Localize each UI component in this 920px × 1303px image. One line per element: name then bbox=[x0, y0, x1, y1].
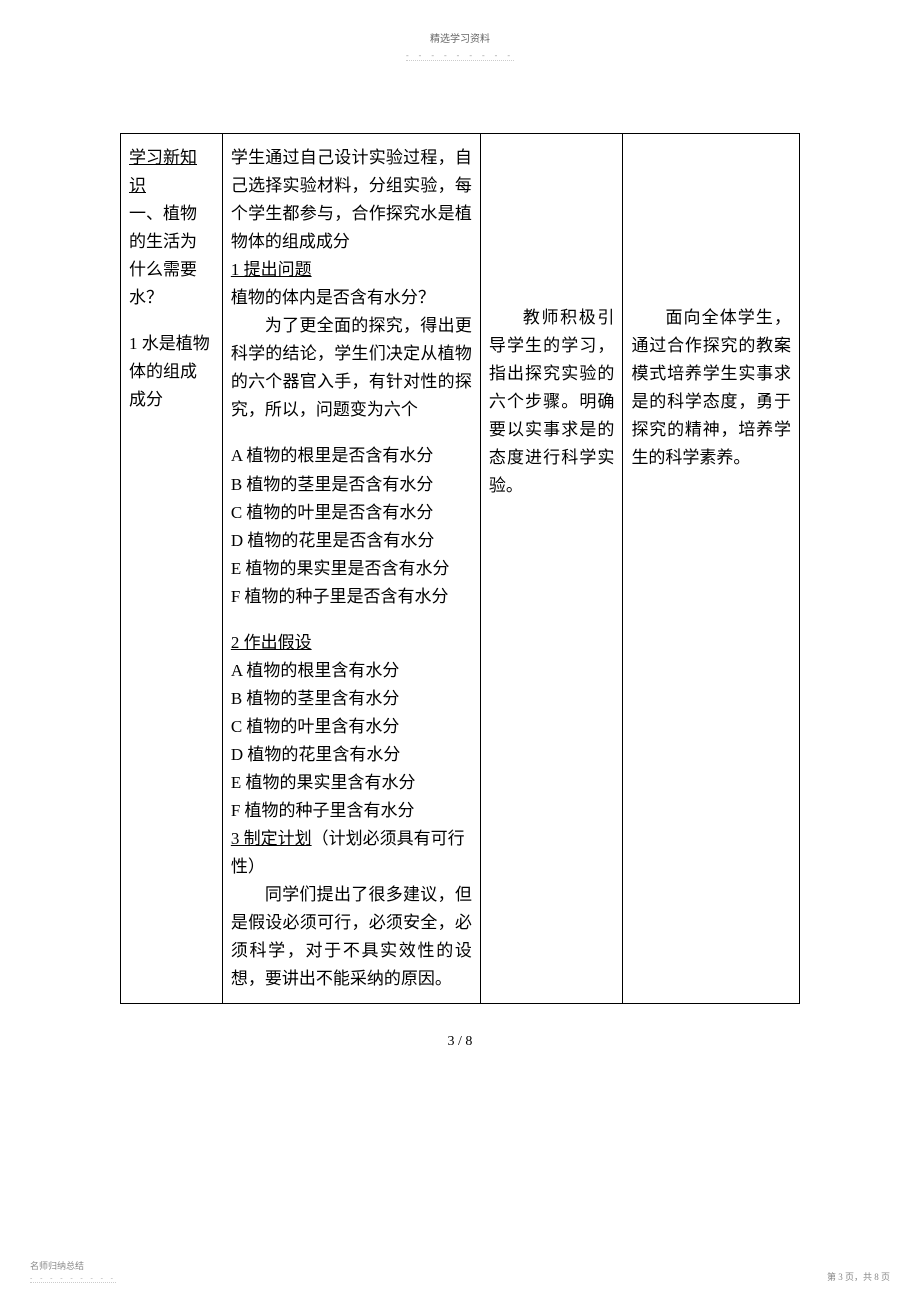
col2-step3-title: 3 制定计划 bbox=[231, 829, 312, 848]
col2-qB: B 植物的茎里是否含有水分 bbox=[231, 471, 472, 499]
col2-hB: B 植物的茎里含有水分 bbox=[231, 685, 472, 713]
lesson-table: 学习新知识 一、植物的生活为什么需要水？ 1 水是植物体的组成成分 学生通过自己… bbox=[120, 133, 800, 1004]
col1-sub2: 1 水是植物体的组成成分 bbox=[129, 330, 214, 414]
col2-hE: E 植物的果实里含有水分 bbox=[231, 769, 472, 797]
col1-sub1: 一、植物的生活为什么需要水？ bbox=[129, 200, 214, 312]
column-topic: 学习新知识 一、植物的生活为什么需要水？ 1 水是植物体的组成成分 bbox=[121, 134, 223, 1004]
col2-step3-desc: 同学们提出了很多建议，但是假设必须可行，必须安全，必须科学，对于不具实效性的设想… bbox=[231, 881, 472, 993]
col2-step3-row: 3 制定计划（计划必须具有可行性） bbox=[231, 825, 472, 881]
col3-text: 教师积极引导学生的学习，指出探究实验的六个步骤。明确要以实事求是的态度进行科学实… bbox=[489, 304, 615, 500]
content-table-wrapper: 学习新知识 一、植物的生活为什么需要水？ 1 水是植物体的组成成分 学生通过自己… bbox=[120, 133, 800, 1004]
col1-heading: 学习新知识 bbox=[129, 144, 214, 200]
col2-qF: F 植物的种子里是否含有水分 bbox=[231, 583, 472, 611]
table-row: 学习新知识 一、植物的生活为什么需要水？ 1 水是植物体的组成成分 学生通过自己… bbox=[121, 134, 800, 1004]
col2-step1-title: 1 提出问题 bbox=[231, 256, 472, 284]
col2-hA: A 植物的根里含有水分 bbox=[231, 657, 472, 685]
column-teacher: 教师积极引导学生的学习，指出探究实验的六个步骤。明确要以实事求是的态度进行科学实… bbox=[480, 134, 623, 1004]
col2-qE: E 植物的果实里是否含有水分 bbox=[231, 555, 472, 583]
col2-hD: D 植物的花里含有水分 bbox=[231, 741, 472, 769]
col2-step2-title: 2 作出假设 bbox=[231, 629, 472, 657]
column-activity: 学生通过自己设计实验过程，自己选择实验材料，分组实验，每个学生都参与，合作探究水… bbox=[222, 134, 480, 1004]
column-purpose: 面向全体学生，通过合作探究的教案模式培养学生实事求是的科学态度，勇于探究的精神，… bbox=[623, 134, 800, 1004]
page-header-sub: - - - - - - - - - bbox=[406, 51, 514, 61]
page-header-title: 精选学习资料 bbox=[0, 0, 920, 45]
footer-left: 名师归纳总结 - - - - - - - - - bbox=[30, 1259, 116, 1283]
footer-right: 第 3 页，共 8 页 bbox=[827, 1270, 890, 1283]
col2-qA: A 植物的根里是否含有水分 bbox=[231, 442, 472, 470]
page-number: 3 / 8 bbox=[0, 1034, 920, 1050]
col2-intro: 学生通过自己设计实验过程，自己选择实验材料，分组实验，每个学生都参与，合作探究水… bbox=[231, 144, 472, 256]
col2-hC: C 植物的叶里含有水分 bbox=[231, 713, 472, 741]
footer-left-title: 名师归纳总结 bbox=[30, 1259, 116, 1272]
col2-step1-q: 植物的体内是否含有水分？ bbox=[231, 284, 472, 312]
col2-step1-desc: 为了更全面的探究，得出更科学的结论，学生们决定从植物的六个器官入手，有针对性的探… bbox=[231, 312, 472, 424]
footer-left-sub: - - - - - - - - - bbox=[30, 1274, 116, 1283]
col2-hF: F 植物的种子里含有水分 bbox=[231, 797, 472, 825]
col2-qD: D 植物的花里是否含有水分 bbox=[231, 527, 472, 555]
col4-text: 面向全体学生，通过合作探究的教案模式培养学生实事求是的科学态度，勇于探究的精神，… bbox=[631, 304, 791, 472]
col2-qC: C 植物的叶里是否含有水分 bbox=[231, 499, 472, 527]
